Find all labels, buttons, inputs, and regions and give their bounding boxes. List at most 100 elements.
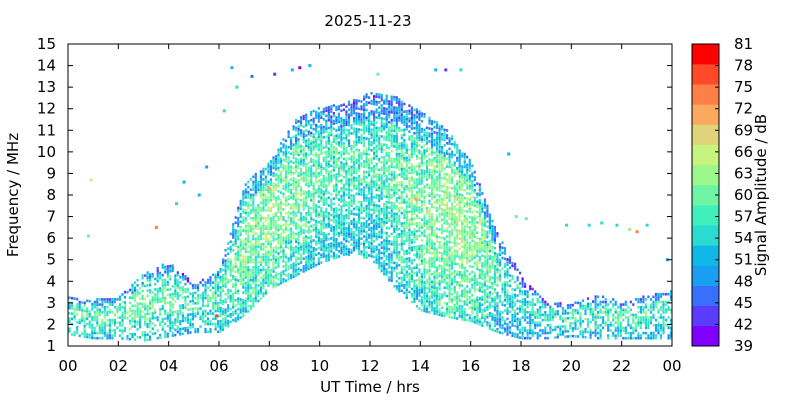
- echo-cell: [415, 214, 418, 217]
- echo-cell: [302, 239, 305, 242]
- echo-cell: [118, 303, 121, 306]
- echo-cell: [410, 114, 413, 117]
- echo-cell: [229, 263, 232, 267]
- echo-cell: [212, 307, 215, 310]
- echo-cell: [433, 221, 436, 225]
- echo-cell: [272, 156, 275, 159]
- echo-cell: [259, 191, 262, 194]
- echo-cell: [435, 149, 439, 153]
- echo-cell: [239, 308, 242, 312]
- echo-cell: [279, 206, 283, 210]
- echo-cell: [410, 204, 413, 208]
- echo-cell: [257, 273, 260, 277]
- echo-cell: [413, 233, 416, 236]
- echo-cell: [144, 313, 147, 316]
- echo-cell: [237, 318, 240, 321]
- echo-cell: [350, 126, 353, 130]
- echo-cell: [224, 313, 227, 317]
- echo-cell: [315, 206, 318, 210]
- echo-cell: [131, 304, 134, 307]
- echo-cell: [179, 330, 182, 333]
- echo-cell: [410, 220, 413, 223]
- echo-cell: [415, 183, 418, 186]
- echo-cell: [370, 167, 373, 170]
- echo-cell: [317, 164, 320, 167]
- echo-cell: [279, 201, 283, 205]
- echo-cell: [81, 306, 84, 309]
- echo-cell: [239, 202, 242, 205]
- echo-cell: [453, 275, 456, 278]
- echo-cell: [252, 206, 255, 210]
- echo-cell: [425, 307, 429, 311]
- echo-cell: [287, 272, 290, 276]
- echo-cell: [395, 129, 398, 133]
- echo-cell: [252, 196, 255, 199]
- echo-cell: [242, 257, 245, 261]
- echo-cell: [428, 184, 431, 187]
- echo-cell: [441, 135, 444, 139]
- echo-cell: [456, 306, 459, 310]
- echo-cell: [166, 275, 169, 279]
- echo-cell: [446, 307, 449, 311]
- echo-cell: [413, 194, 416, 197]
- echo-cell: [113, 334, 116, 337]
- echo-cell: [272, 275, 275, 278]
- echo-cell: [252, 216, 255, 220]
- echo-cell: [375, 235, 378, 238]
- echo-cell: [400, 248, 403, 251]
- echo-cell: [264, 279, 267, 282]
- echo-cell: [244, 211, 247, 215]
- echo-cell: [300, 147, 303, 150]
- echo-cell: [131, 283, 134, 287]
- echo-cell: [345, 118, 348, 121]
- echo-cell: [209, 278, 212, 282]
- echo-cell: [209, 276, 212, 279]
- echo-cell: [430, 228, 434, 232]
- echo-cell: [284, 261, 288, 264]
- echo-cell: [441, 197, 444, 201]
- echo-cell: [269, 235, 272, 238]
- echo-cell: [73, 331, 76, 334]
- echo-cell: [410, 163, 413, 167]
- echo-cell: [98, 331, 101, 335]
- echo-cell: [330, 224, 333, 227]
- echo-cell: [363, 193, 366, 197]
- echo-cell: [425, 139, 429, 143]
- echo-cell: [206, 299, 210, 302]
- echo-cell: [249, 292, 252, 295]
- echo-cell: [252, 260, 255, 264]
- echo-cell: [312, 210, 315, 214]
- echo-cell: [420, 296, 423, 299]
- echo-cell: [325, 233, 328, 237]
- echo-cell: [184, 319, 187, 322]
- echo-cell: [398, 103, 401, 107]
- echo-cell: [398, 111, 401, 114]
- echo-cell: [365, 256, 368, 259]
- echo-cell: [254, 289, 257, 292]
- echo-cell: [446, 206, 449, 210]
- echo-cell: [332, 104, 335, 107]
- echo-cell: [355, 208, 358, 211]
- echo-cell: [133, 299, 137, 302]
- echo-cell: [307, 244, 310, 247]
- echo-cell: [83, 335, 86, 338]
- echo-cell: [297, 234, 300, 237]
- echo-cell: [295, 250, 298, 254]
- echo-cell: [259, 268, 262, 272]
- echo-cell: [373, 232, 376, 235]
- echo-cell: [428, 235, 431, 239]
- echo-cell: [103, 298, 106, 301]
- echo-cell: [224, 308, 227, 312]
- echo-cell: [423, 247, 426, 251]
- echo-cell: [408, 153, 411, 157]
- echo-cell: [363, 245, 366, 249]
- echo-cell: [209, 296, 212, 300]
- echo-cell: [277, 177, 280, 180]
- echo-cell: [279, 271, 283, 275]
- echo-cell: [408, 182, 411, 185]
- echo-cell: [295, 121, 298, 124]
- echo-cell: [123, 308, 127, 312]
- echo-cell: [295, 152, 298, 155]
- echo-cell: [227, 260, 230, 263]
- echo-cell: [352, 171, 356, 174]
